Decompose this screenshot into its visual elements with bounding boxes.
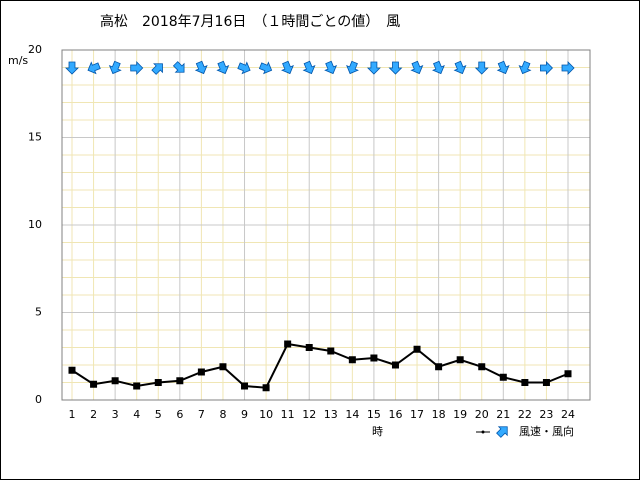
speed-point bbox=[327, 347, 335, 355]
x-tick-label: 19 bbox=[453, 408, 467, 421]
x-tick-label: 9 bbox=[241, 408, 248, 421]
speed-point bbox=[391, 361, 399, 369]
speed-line bbox=[71, 342, 569, 389]
wind-arrow bbox=[540, 61, 554, 75]
speed-point bbox=[542, 379, 550, 386]
wind-arrow bbox=[130, 61, 144, 75]
speed-point bbox=[456, 356, 464, 364]
y-tick-label: 0 bbox=[35, 393, 42, 406]
chart-title: 高松 2018年7月16日 （１時間ごとの値） 風 bbox=[100, 13, 400, 30]
wind-arrow bbox=[172, 61, 185, 73]
x-tick-label: 17 bbox=[410, 408, 424, 421]
speed-point bbox=[370, 354, 378, 362]
wind-arrow bbox=[474, 61, 489, 75]
x-tick-label: 1 bbox=[69, 408, 76, 421]
plot-border bbox=[61, 49, 591, 401]
x-tick-label: 10 bbox=[259, 408, 273, 421]
x-tick-label: 3 bbox=[112, 408, 119, 421]
speed-point bbox=[68, 366, 76, 374]
y-unit: m/s bbox=[8, 54, 28, 67]
y-tick-label: 20 bbox=[28, 43, 42, 56]
x-tick-label: 14 bbox=[345, 408, 359, 421]
x-tick-label: 24 bbox=[561, 408, 575, 421]
speed-point bbox=[111, 377, 119, 385]
speed-point bbox=[305, 344, 313, 351]
wind-arrow bbox=[366, 61, 381, 75]
x-tick-label: 6 bbox=[176, 408, 183, 421]
speed-point bbox=[284, 340, 292, 348]
wind-arrow bbox=[346, 60, 359, 75]
x-tick-label: 11 bbox=[281, 408, 295, 421]
wind-arrow bbox=[65, 61, 79, 75]
x-tick-label: 4 bbox=[133, 408, 140, 421]
x-tick-label: 13 bbox=[324, 408, 338, 421]
legend-dot bbox=[481, 430, 485, 434]
x-tick-label: 8 bbox=[219, 408, 226, 421]
speed-point bbox=[413, 345, 421, 353]
x-tick-label: 7 bbox=[198, 408, 205, 421]
speed-point bbox=[154, 379, 162, 386]
wind-arrow bbox=[496, 60, 510, 75]
wind-arrow bbox=[432, 60, 445, 75]
wind-arrow bbox=[302, 60, 316, 75]
wind-arrow bbox=[388, 61, 403, 75]
speed-point bbox=[133, 382, 141, 390]
x-tick-label: 5 bbox=[155, 408, 162, 421]
speed-point bbox=[348, 356, 356, 364]
legend-arrow bbox=[496, 426, 508, 438]
speed-point bbox=[478, 363, 486, 371]
x-label: 時 bbox=[372, 425, 383, 438]
speed-point bbox=[241, 382, 249, 390]
x-tick-label: 15 bbox=[367, 408, 381, 421]
x-tick-label: 20 bbox=[475, 408, 489, 421]
wind-arrow bbox=[108, 60, 122, 75]
wind-arrow bbox=[216, 60, 230, 75]
legend-label: 風速・風向 bbox=[519, 424, 574, 438]
speed-point bbox=[564, 370, 572, 378]
x-tick-label: 18 bbox=[432, 408, 446, 421]
wind-arrow bbox=[561, 61, 575, 75]
speed-point bbox=[435, 363, 443, 371]
speed-point bbox=[176, 377, 184, 385]
x-tick-label: 23 bbox=[539, 408, 553, 421]
speed-point bbox=[197, 368, 205, 376]
speed-point bbox=[90, 380, 98, 388]
wind-arrow bbox=[237, 61, 251, 75]
wind-arrow bbox=[194, 60, 208, 75]
wind-arrow bbox=[453, 60, 467, 75]
x-tick-label: 22 bbox=[518, 408, 532, 421]
speed-point bbox=[521, 379, 529, 386]
x-tick-label: 2 bbox=[90, 408, 97, 421]
wind-arrow bbox=[324, 60, 338, 75]
wind-arrow bbox=[151, 63, 163, 75]
y-tick-label: 5 bbox=[35, 306, 42, 319]
wind-arrow bbox=[281, 60, 294, 75]
wind-arrow bbox=[258, 61, 273, 75]
x-tick-label: 12 bbox=[302, 408, 316, 421]
speed-point bbox=[219, 363, 227, 371]
speed-point bbox=[262, 384, 270, 392]
y-tick-label: 15 bbox=[28, 131, 42, 144]
wind-arrow bbox=[518, 60, 532, 75]
wind-arrow bbox=[87, 61, 101, 75]
x-tick-label: 21 bbox=[496, 408, 510, 421]
y-tick-label: 10 bbox=[28, 218, 42, 231]
wind-arrow bbox=[410, 60, 424, 75]
x-tick-label: 16 bbox=[388, 408, 402, 421]
speed-point bbox=[499, 373, 507, 381]
